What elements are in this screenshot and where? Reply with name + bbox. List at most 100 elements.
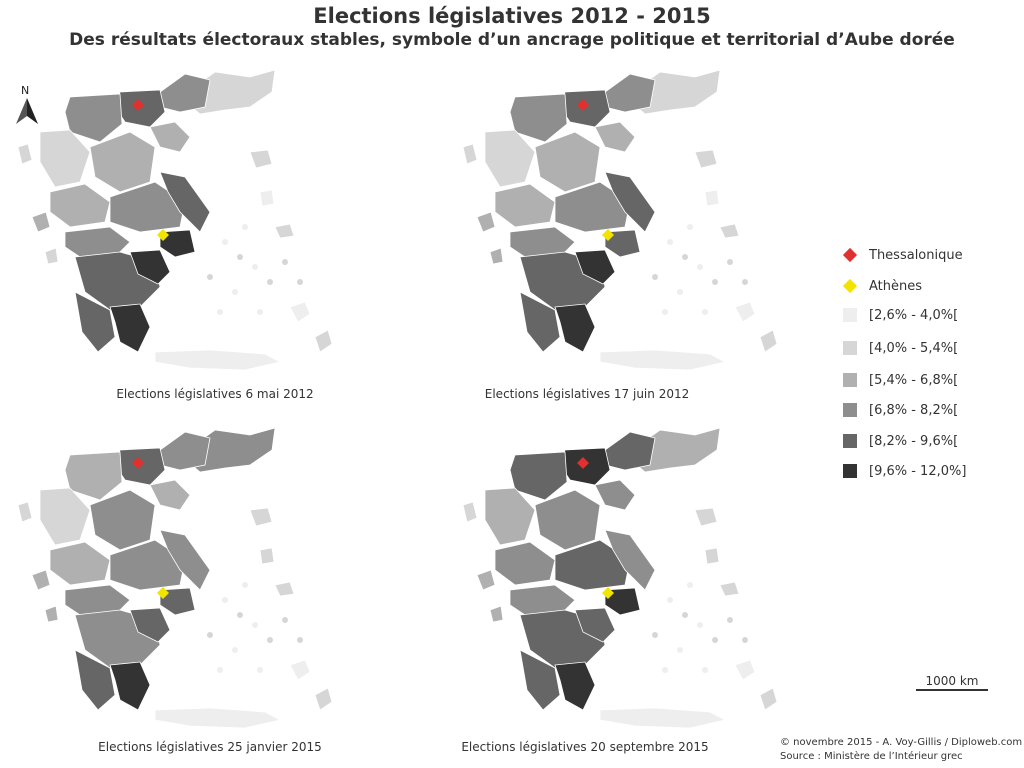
region-zakynthos	[44, 247, 59, 265]
region-evia	[159, 529, 211, 591]
region-attica	[159, 229, 196, 258]
island	[652, 274, 658, 280]
island	[697, 264, 703, 270]
island	[727, 617, 733, 623]
region-corfu	[17, 501, 33, 523]
region-laconia	[554, 661, 596, 711]
region-west-mac	[509, 93, 568, 143]
island	[687, 582, 693, 588]
region-lesbos	[694, 149, 718, 169]
map-subtitle: Des résultats électoraux stables, symbol…	[69, 30, 955, 50]
island	[232, 647, 238, 653]
island	[242, 224, 248, 230]
region-epirus	[484, 487, 536, 546]
credit-line: © novembre 2015 - A. Voy-Gillis / Diplow…	[780, 737, 1023, 748]
legend-label: [6,8% - 8,2%[	[869, 402, 959, 418]
region-crete	[599, 707, 727, 729]
legend-swatch	[843, 403, 857, 417]
region-samos	[274, 223, 295, 239]
map-caption-3: Elections législatives 25 janvier 2015	[98, 740, 322, 754]
legend-label: [4,0% - 5,4%[	[869, 340, 959, 356]
region-samos	[719, 223, 740, 239]
region-messenia	[519, 291, 561, 353]
region-central-gr	[554, 539, 631, 591]
athenes-marker-icon	[602, 229, 614, 241]
legend-swatch	[843, 373, 857, 387]
region-corfu	[17, 143, 33, 165]
island	[207, 632, 213, 638]
island	[662, 667, 668, 673]
map-panel-4	[462, 427, 778, 729]
athenes-marker-icon	[842, 278, 858, 294]
island	[682, 254, 688, 260]
region-samos	[719, 581, 740, 597]
island	[687, 224, 693, 230]
region-attica	[159, 587, 196, 616]
island	[222, 597, 228, 603]
island	[712, 279, 718, 285]
scale-line	[916, 689, 988, 691]
region-west-mac	[64, 451, 123, 501]
thessalonique-marker-icon	[842, 247, 858, 263]
region-evia	[604, 171, 656, 233]
island	[742, 637, 748, 643]
island	[257, 309, 263, 315]
region-kefalonia	[31, 211, 51, 233]
region-rhodes	[759, 329, 778, 353]
region-argolida	[574, 249, 616, 285]
island	[237, 254, 243, 260]
legend-class-5: [8,2% - 9,6%[	[843, 432, 958, 450]
region-west-mac	[64, 93, 123, 143]
island	[267, 279, 273, 285]
island	[217, 309, 223, 315]
island	[252, 622, 258, 628]
region-aetolia	[49, 183, 111, 228]
region-crete	[599, 349, 727, 371]
region-rhodes	[314, 329, 333, 353]
island	[297, 279, 303, 285]
island	[217, 667, 223, 673]
region-attica	[604, 229, 641, 258]
thessalonique-marker-icon	[577, 457, 589, 469]
region-laconia	[554, 303, 596, 353]
region-dodecanese	[734, 301, 756, 323]
region-west-mac	[509, 451, 568, 501]
region-attica	[604, 587, 641, 616]
region-crete	[154, 707, 282, 729]
island	[282, 617, 288, 623]
island	[652, 632, 658, 638]
map-caption-2: Elections législatives 17 juin 2012	[484, 387, 690, 401]
region-east-mac	[159, 73, 211, 113]
scale-bar: 1000 km	[916, 674, 988, 691]
region-corfu	[462, 501, 478, 523]
map-panel-1	[17, 69, 333, 371]
region-east-mac	[159, 431, 211, 471]
legend-swatch	[843, 464, 857, 478]
region-messenia	[74, 649, 116, 711]
legend-class-3: [5,4% - 6,8%[	[843, 371, 958, 389]
region-laconia	[109, 303, 151, 353]
legend-class-2: [4,0% - 5,4%[	[843, 339, 958, 357]
legend-swatch	[843, 308, 857, 322]
legend-label: Thessalonique	[869, 247, 963, 263]
region-kefalonia	[31, 569, 51, 591]
region-zakynthos	[489, 247, 504, 265]
region-zakynthos	[489, 605, 504, 623]
legend-label: [2,6% - 4,0%[	[869, 307, 959, 323]
region-argolida	[129, 249, 171, 285]
island	[222, 239, 228, 245]
legend-label: [5,4% - 6,8%[	[869, 372, 959, 388]
region-aetolia	[494, 183, 556, 228]
region-messenia	[74, 291, 116, 353]
island	[297, 637, 303, 643]
region-corfu	[462, 143, 478, 165]
credits: © novembre 2015 - A. Voy-Gillis / Diplow…	[780, 736, 1022, 764]
region-lesbos	[694, 507, 718, 527]
region-lesbos	[249, 149, 273, 169]
region-crete	[154, 349, 282, 371]
island	[267, 637, 273, 643]
north-arrow-icon	[16, 98, 38, 124]
region-evia	[159, 171, 211, 233]
region-evia	[604, 529, 656, 591]
source-line: Source : Ministère de l’Intérieur grec	[780, 751, 963, 762]
